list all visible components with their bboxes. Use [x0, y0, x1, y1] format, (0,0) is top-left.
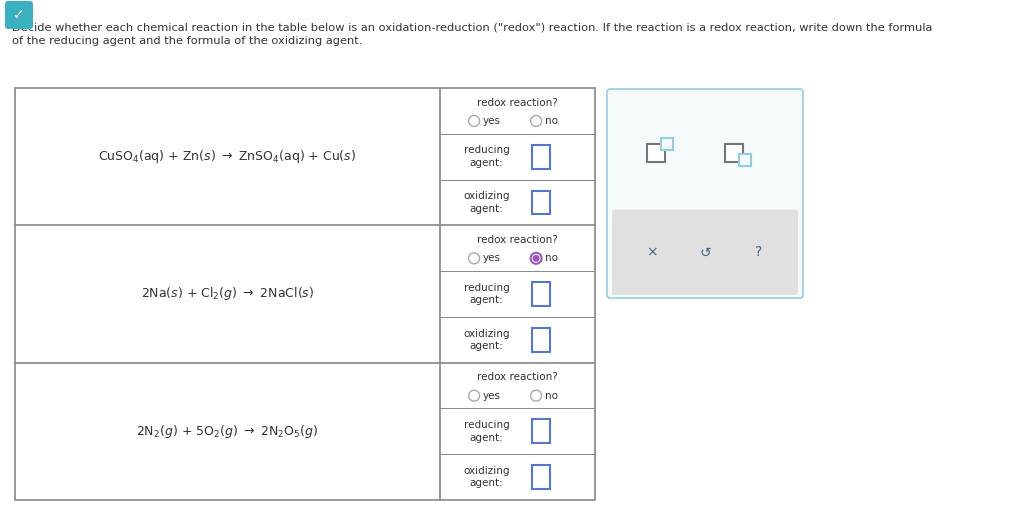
Text: 2Na($\mathit{s}$) + $\mathregular{Cl_2}$($\mathit{g}$) $\rightarrow$ 2NaCl($\mat: 2Na($\mathit{s}$) + $\mathregular{Cl_2}$…	[141, 286, 314, 303]
Bar	[15, 88, 595, 500]
Text: redox reaction?: redox reaction?	[477, 372, 558, 382]
Text: no: no	[545, 253, 558, 263]
Text: oxidizing
agent:: oxidizing agent:	[463, 466, 510, 488]
Circle shape	[532, 255, 540, 262]
Circle shape	[530, 116, 542, 126]
Circle shape	[469, 253, 479, 264]
FancyBboxPatch shape	[607, 89, 803, 298]
Bar	[531, 419, 550, 443]
Text: yes: yes	[482, 391, 501, 400]
Text: ✓: ✓	[13, 8, 25, 22]
Bar	[531, 145, 550, 168]
Bar	[531, 328, 550, 352]
Text: reducing
agent:: reducing agent:	[464, 283, 509, 305]
Bar	[725, 144, 742, 162]
Circle shape	[530, 390, 542, 401]
Text: ×: ×	[646, 245, 657, 260]
Text: ↺: ↺	[699, 245, 711, 260]
Bar	[531, 282, 550, 306]
FancyBboxPatch shape	[5, 1, 33, 29]
Text: reducing
agent:: reducing agent:	[464, 420, 509, 442]
Bar	[660, 138, 673, 150]
Text: reducing
agent:: reducing agent:	[464, 145, 509, 168]
Bar	[531, 190, 550, 215]
Text: oxidizing
agent:: oxidizing agent:	[463, 329, 510, 351]
Bar	[647, 144, 665, 162]
Bar	[531, 465, 550, 489]
Text: redox reaction?: redox reaction?	[477, 235, 558, 245]
Circle shape	[469, 390, 479, 401]
Text: Decide whether each chemical reaction in the table below is an oxidation-reducti: Decide whether each chemical reaction in…	[12, 22, 933, 32]
Bar	[738, 154, 751, 166]
Text: $\mathregular{CuSO_4}$(aq) + Zn($\mathit{s}$) $\rightarrow$ $\mathregular{ZnSO_4: $\mathregular{CuSO_4}$(aq) + Zn($\mathit…	[98, 148, 356, 165]
FancyBboxPatch shape	[612, 210, 798, 295]
Text: yes: yes	[482, 116, 501, 126]
Circle shape	[530, 253, 542, 264]
Text: oxidizing
agent:: oxidizing agent:	[463, 191, 510, 214]
Circle shape	[469, 116, 479, 126]
Text: yes: yes	[482, 253, 501, 263]
Text: no: no	[545, 116, 558, 126]
Text: no: no	[545, 391, 558, 400]
Text: ?: ?	[755, 245, 762, 260]
Text: $\mathregular{2N_2}$($\mathit{g}$) + $\mathregular{5O_2}$($\mathit{g}$) $\righta: $\mathregular{2N_2}$($\mathit{g}$) + $\m…	[136, 423, 318, 440]
Text: of the reducing agent and the formula of the oxidizing agent.: of the reducing agent and the formula of…	[12, 36, 362, 46]
Text: redox reaction?: redox reaction?	[477, 98, 558, 108]
